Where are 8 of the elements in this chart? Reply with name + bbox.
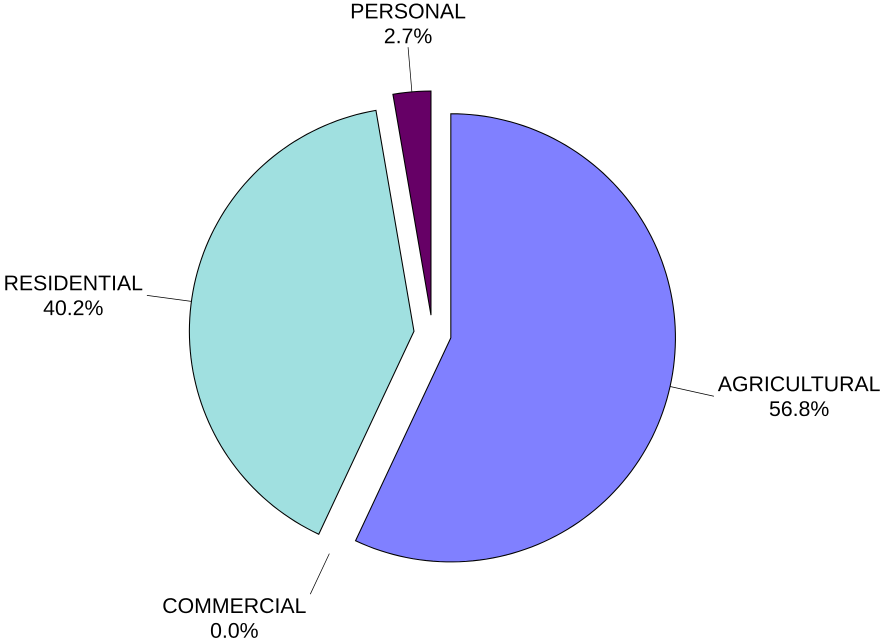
legend-label: AGRICULTURAL [718,376,880,392]
category-label: COMMERCIAL [163,598,306,614]
slice-label: PERSONAL [352,4,466,19]
data-label: 40.2% [44,300,103,316]
data-label: 56.8% [770,401,829,416]
slice-label: RESIDENTIAL [5,276,142,291]
data-label: 2.7% [384,28,432,44]
text: 0.0% [210,623,258,638]
